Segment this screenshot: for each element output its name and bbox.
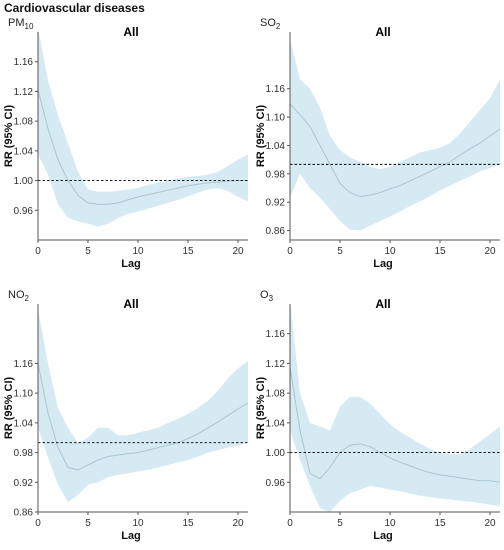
y-tick-label: 1.04: [266, 141, 286, 152]
y-tick-label: 1.10: [266, 113, 286, 124]
x-axis-label: Lag: [121, 258, 141, 270]
x-tick-label: 15: [182, 518, 194, 529]
y-tick-label: 0.98: [266, 169, 286, 180]
rr-line: [289, 103, 501, 198]
ci-band: [290, 39, 500, 231]
x-tick-label: 0: [35, 518, 41, 529]
y-tick-label: 1.16: [14, 359, 34, 370]
y-tick-label: 1.08: [266, 389, 286, 400]
pollutant-label: SO2: [260, 17, 281, 31]
x-tick-label: 20: [484, 246, 496, 257]
x-tick-label: 0: [287, 518, 293, 529]
ci-band: [38, 28, 248, 227]
x-tick-label: 0: [287, 246, 293, 257]
y-axis-label: RR (95% CI): [3, 104, 15, 167]
panel-no2: NO2 All 0.86 0.92 0.98 1.04 1.10 1.16 0 5 10 15 20 La…: [3, 289, 249, 542]
x-tick-label: 15: [434, 518, 446, 529]
pollutant-label: PM10: [8, 17, 34, 31]
pollutant-name: NO: [8, 289, 25, 301]
panel-title: All: [375, 25, 390, 39]
x-tick-label: 15: [182, 246, 194, 257]
y-tick-label: 1.16: [14, 57, 34, 68]
y-tick-label: 1.12: [266, 359, 286, 370]
x-tick-label: 5: [85, 246, 91, 257]
y-tick-label: 0.96: [266, 478, 286, 489]
x-axis-label: Lag: [373, 530, 393, 542]
y-tick-label: 1.08: [14, 117, 34, 128]
y-tick-label: 0.96: [14, 206, 34, 217]
pollutant-subscript: 3: [269, 294, 274, 303]
y-axis-label: RR (95% CI): [3, 376, 15, 439]
pollutant-name: SO: [260, 17, 276, 29]
y-tick-label: 1.16: [266, 329, 286, 340]
y-tick-label: 1.00: [266, 448, 286, 459]
ci-band: [290, 300, 500, 512]
y-tick-label: 1.04: [14, 146, 34, 157]
panel-title: All: [375, 297, 390, 311]
y-axis-label: RR (95% CI): [255, 104, 267, 167]
panel-title: All: [123, 25, 138, 39]
pollutant-label: O3: [260, 289, 274, 303]
x-tick-label: 15: [434, 246, 446, 257]
y-tick-label: 0.98: [14, 448, 34, 459]
x-tick-label: 5: [85, 518, 91, 529]
panel-so2: SO2 All 0.86 0.92 0.98 1.04 1.10 1.16 0 5 10 15 20 La…: [255, 17, 501, 270]
figure-title: Cardiovascular diseases: [4, 1, 145, 15]
pollutant-subscript: 10: [25, 22, 34, 31]
rr-line: [37, 89, 248, 205]
y-axis-label: RR (95% CI): [255, 376, 267, 439]
pollutant-label: NO2: [8, 289, 30, 303]
pollutant-name: PM: [8, 17, 25, 29]
x-tick-label: 10: [384, 246, 396, 257]
y-tick-label: 0.92: [14, 478, 34, 489]
y-tick-label: 1.04: [14, 418, 34, 429]
pollutant-subscript: 2: [276, 22, 281, 31]
x-tick-label: 0: [35, 246, 41, 257]
y-tick-label: 0.86: [14, 508, 34, 519]
rr-line: [37, 363, 249, 471]
pollutant-subscript: 2: [25, 294, 30, 303]
rr-line: [289, 367, 501, 483]
ci-band: [38, 309, 248, 503]
x-tick-label: 5: [337, 518, 343, 529]
x-tick-label: 20: [484, 518, 496, 529]
x-tick-label: 10: [132, 518, 144, 529]
y-tick-label: 1.00: [14, 176, 34, 187]
panel-o3: O3 All 0.96 1.00 1.04 1.08 1.12 1.16 0 5 10 15 20 Lag…: [255, 289, 501, 542]
x-axis-label: Lag: [121, 530, 141, 542]
panel-title: All: [123, 297, 138, 311]
y-tick-label: 1.04: [266, 418, 286, 429]
y-tick-label: 0.86: [266, 226, 286, 237]
x-tick-label: 10: [384, 518, 396, 529]
y-tick-label: 1.16: [266, 84, 286, 95]
x-tick-label: 5: [337, 246, 343, 257]
x-tick-label: 20: [232, 246, 244, 257]
x-tick-label: 10: [132, 246, 144, 257]
x-tick-label: 20: [232, 518, 244, 529]
y-tick-label: 1.12: [14, 87, 34, 98]
pollutant-name: O: [260, 289, 269, 301]
y-tick-label: 0.92: [266, 198, 286, 209]
y-tick-label: 1.10: [14, 389, 34, 400]
x-axis-label: Lag: [373, 258, 393, 270]
